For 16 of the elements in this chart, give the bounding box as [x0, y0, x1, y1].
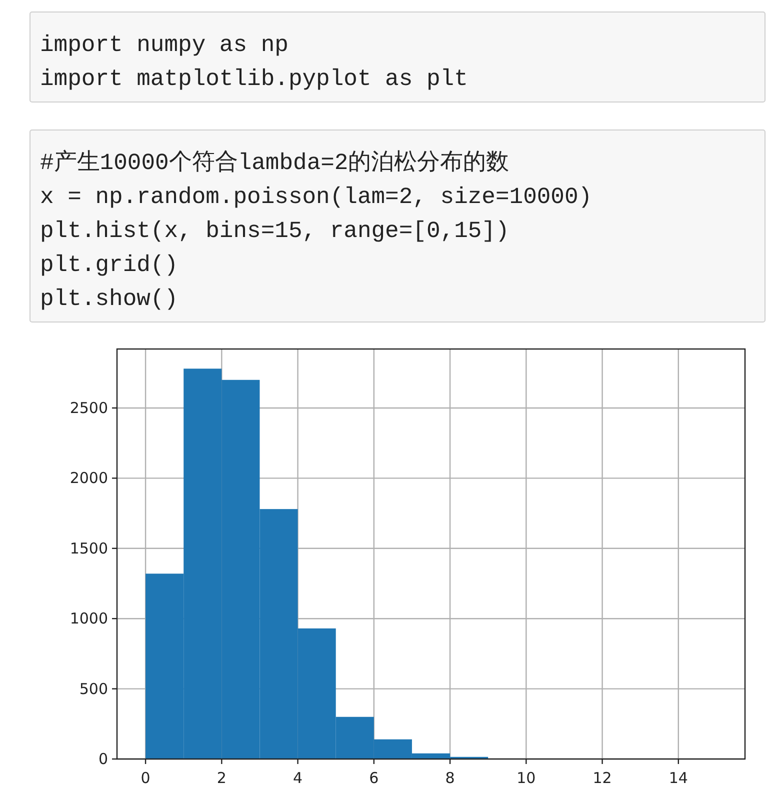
x-tick-label: 12 [592, 769, 612, 787]
code-cell: import numpy as np import matplotlib.pyplot as plt [30, 12, 766, 102]
y-tick-label: 2000 [70, 469, 108, 488]
code-cell: #产生10000个符合lambda=2的泊松分布的数 x = np.random.poisson(lam=2, size=10000) plt.hist(x, bins=15, range=[0,15]) plt.grid() plt.show() [30, 130, 766, 322]
x-tick-label: 0 [140, 769, 150, 787]
y-tick-label: 0 [98, 750, 108, 768]
x-tick-label: 4 [293, 769, 303, 787]
y-tick-label: 500 [79, 680, 108, 698]
x-tick-label: 10 [516, 769, 536, 787]
x-tick-label: 2 [216, 769, 226, 787]
y-tick-label: 1500 [70, 539, 108, 558]
x-tick-label: 8 [445, 769, 455, 787]
x-tick-label: 14 [668, 769, 688, 787]
y-tick-label: 1000 [70, 610, 108, 628]
y-tick-label: 2500 [70, 398, 108, 417]
x-tick-label: 6 [369, 769, 379, 787]
